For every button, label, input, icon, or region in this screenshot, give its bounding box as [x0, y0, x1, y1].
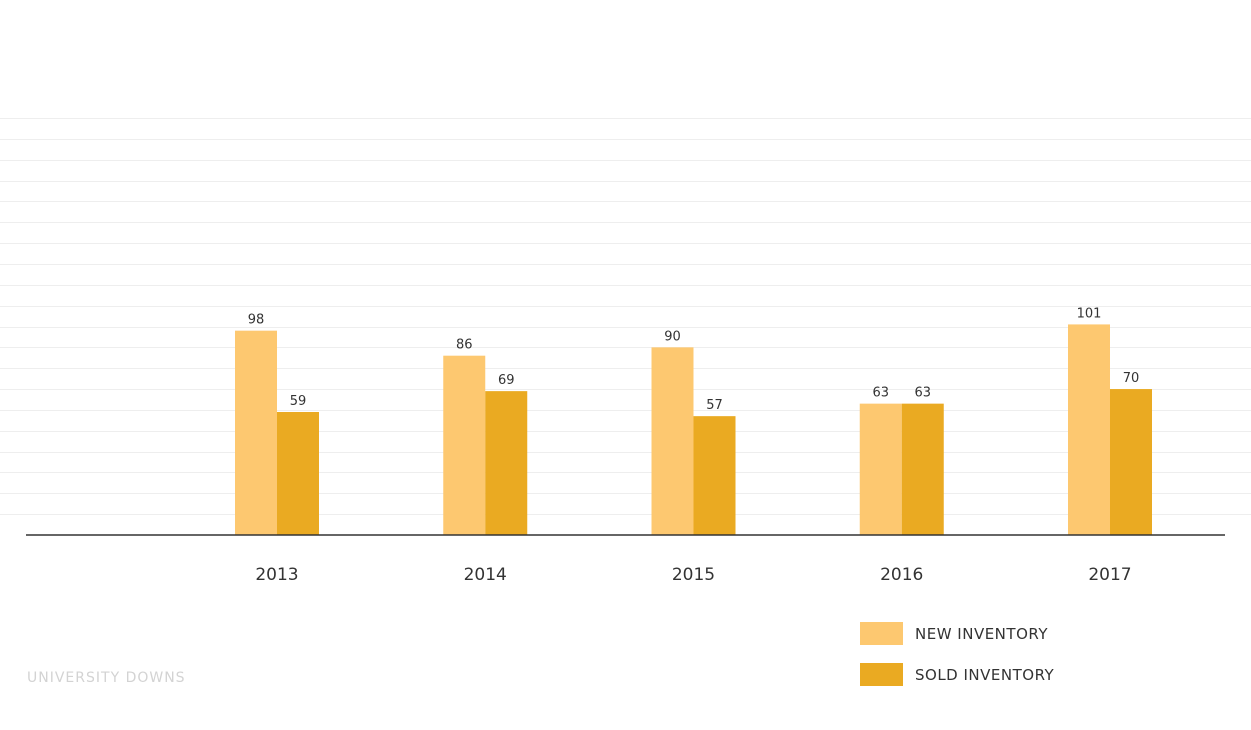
bar-new-inventory-2013	[235, 330, 277, 535]
x-tick-label-2013: 2013	[255, 565, 298, 585]
bar-sold-inventory-2015	[693, 416, 736, 535]
bar-new-inventory-2017	[1068, 324, 1110, 535]
value-label-new-2014: 86	[456, 338, 473, 353]
legend-label-new-inventory: NEW INVENTORY	[915, 624, 1048, 643]
x-tick-label-2014: 2014	[464, 565, 507, 585]
bar-new-inventory-2014	[443, 355, 486, 535]
x-tick-label-2015: 2015	[672, 565, 715, 585]
gridlines	[0, 118, 1251, 515]
value-label-new-2015: 90	[664, 329, 681, 344]
bar-sold-inventory-2016	[901, 403, 944, 535]
value-label-sold-2015: 57	[706, 398, 723, 413]
bars-group	[235, 324, 1152, 535]
bar-new-inventory-2016	[859, 403, 902, 535]
value-label-new-2013: 98	[248, 313, 265, 328]
bar-new-inventory-2015	[651, 347, 694, 535]
bar-sold-inventory-2013	[277, 411, 319, 535]
value-label-new-2016: 63	[872, 386, 889, 401]
value-labels-group: 98 59 86 69 90 57 63 63 101 70	[248, 306, 1140, 413]
value-label-sold-2014: 69	[498, 373, 515, 388]
value-label-sold-2017: 70	[1123, 371, 1140, 386]
legend-item-sold-inventory: SOLD INVENTORY	[860, 663, 1054, 686]
legend-label-sold-inventory: SOLD INVENTORY	[915, 665, 1055, 684]
footer-brand-text: UNIVERSITY DOWNS	[27, 670, 186, 686]
legend: NEW INVENTORY SOLD INVENTORY	[860, 622, 1054, 704]
legend-swatch-new-inventory	[860, 622, 903, 645]
legend-swatch-sold-inventory	[860, 663, 903, 686]
x-tick-labels-group: 2013 2014 2015 2016 2017	[255, 565, 1131, 585]
value-label-new-2017: 101	[1077, 306, 1102, 321]
bar-sold-inventory-2014	[485, 391, 528, 535]
x-tick-label-2016: 2016	[880, 565, 923, 585]
legend-item-new-inventory: NEW INVENTORY	[860, 622, 1054, 645]
x-tick-label-2017: 2017	[1088, 565, 1131, 585]
value-label-sold-2013: 59	[290, 394, 307, 409]
value-label-sold-2016: 63	[914, 386, 931, 401]
bar-sold-inventory-2017	[1110, 389, 1152, 535]
